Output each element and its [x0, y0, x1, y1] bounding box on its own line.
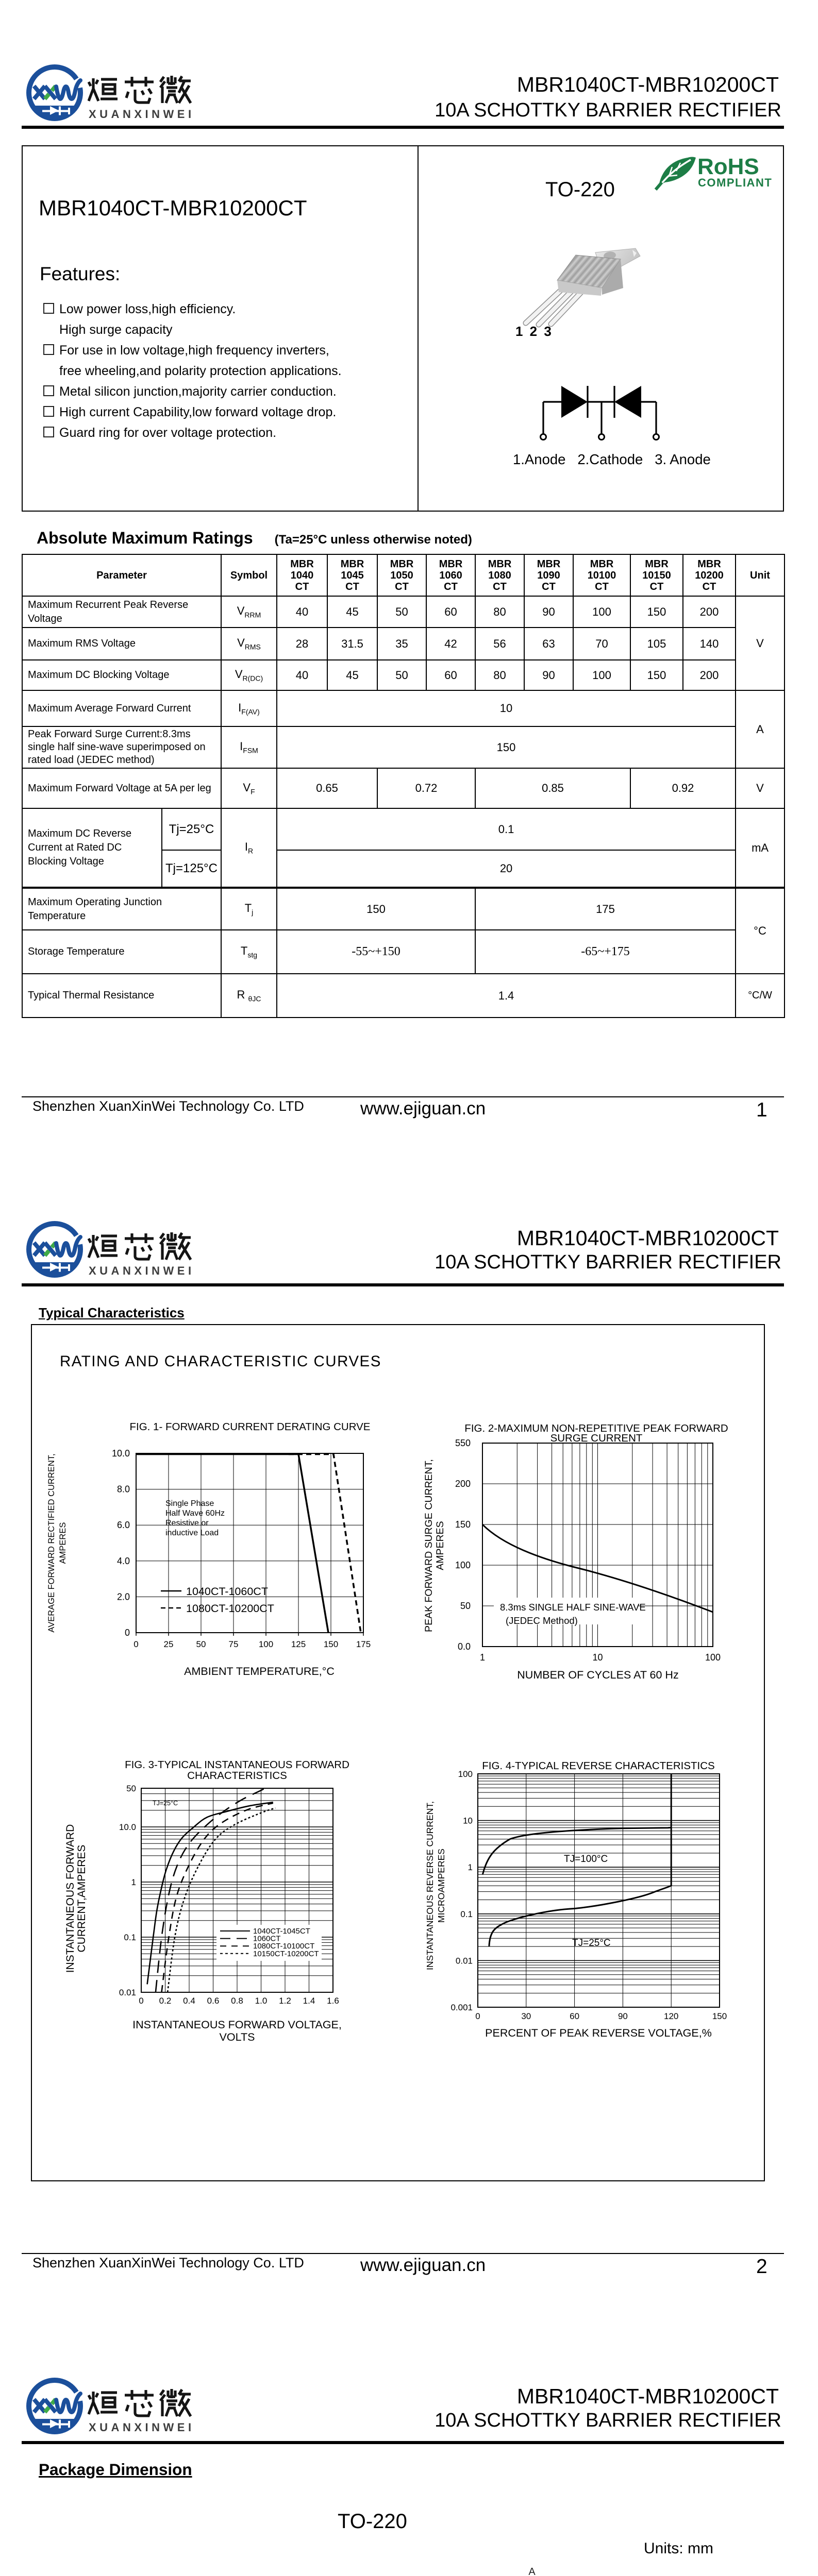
svg-text:0: 0	[475, 2011, 480, 2021]
svg-text:1.4: 1.4	[303, 1996, 315, 2006]
svg-text:120: 120	[664, 2011, 678, 2021]
svg-text:0.0: 0.0	[458, 1641, 471, 1652]
svg-text:NUMBER OF CYCLES AT 60 Hz: NUMBER OF CYCLES AT 60 Hz	[517, 1669, 678, 1681]
svg-text:COMPLIANT: COMPLIANT	[698, 176, 772, 189]
svg-text:Resistive or: Resistive or	[165, 1519, 209, 1528]
svg-text:1.2: 1.2	[279, 1996, 291, 2006]
svg-text:150: 150	[324, 1639, 338, 1649]
svg-text:100: 100	[259, 1639, 273, 1649]
svg-text:50: 50	[126, 1784, 136, 1793]
svg-text:(JEDEC Method): (JEDEC Method)	[506, 1615, 578, 1626]
svg-text:0.1: 0.1	[124, 1933, 136, 1942]
svg-text:INSTANTANEOUS FORWARD VOLTAGE,: INSTANTANEOUS FORWARD VOLTAGE,	[132, 2019, 342, 2031]
svg-text:PEAK FORWARD SURGE CURRENT,: PEAK FORWARD SURGE CURRENT,	[423, 1459, 435, 1632]
svg-text:A: A	[528, 2566, 536, 2576]
svg-text:10: 10	[592, 1652, 603, 1663]
svg-text:1040CT-1060CT: 1040CT-1060CT	[186, 1585, 268, 1598]
svg-text:INSTANTANEOUS REVERSE CURRENT,: INSTANTANEOUS REVERSE CURRENT,	[425, 1801, 435, 1970]
svg-text:FIG. 2-MAXIMUM NON-REPETITIVE: FIG. 2-MAXIMUM NON-REPETITIVE PEAK FORWA…	[464, 1422, 728, 1434]
svg-text:200: 200	[455, 1479, 471, 1489]
svg-text:PERCENT OF PEAK REVERSE VOLTAG: PERCENT OF PEAK REVERSE VOLTAGE,%	[485, 2027, 712, 2039]
svg-text:6.0: 6.0	[117, 1520, 130, 1530]
svg-text:0.01: 0.01	[456, 1956, 473, 1965]
svg-text:AVERAGE FORWARD RECTIFIED CURR: AVERAGE FORWARD RECTIFIED CURRENT,	[47, 1453, 56, 1632]
svg-text:TJ=25°C: TJ=25°C	[153, 1800, 178, 1807]
svg-text:0: 0	[125, 1628, 130, 1638]
svg-text:1.0: 1.0	[255, 1996, 268, 2006]
svg-text:75: 75	[229, 1639, 239, 1649]
svg-text:125: 125	[291, 1639, 306, 1649]
svg-text:1080CT-10200CT: 1080CT-10200CT	[186, 1602, 274, 1615]
svg-text:1040CT-1045CT: 1040CT-1045CT	[253, 1927, 310, 1936]
svg-text:1060CT: 1060CT	[253, 1935, 280, 1943]
svg-text:10.0: 10.0	[112, 1448, 130, 1459]
svg-text:FIG. 1- FORWARD CURRENT DERATI: FIG. 1- FORWARD CURRENT DERATING CURVE	[130, 1421, 371, 1433]
svg-text:10150CT-10200CT: 10150CT-10200CT	[253, 1950, 319, 1958]
svg-text:1: 1	[480, 1652, 485, 1663]
svg-text:TJ=25°C: TJ=25°C	[572, 1938, 611, 1948]
svg-text:SURGE CURRENT: SURGE CURRENT	[550, 1432, 643, 1444]
svg-text:0.8: 0.8	[231, 1996, 243, 2006]
svg-text:VOLTS: VOLTS	[220, 2031, 255, 2043]
svg-text:AMPERES: AMPERES	[435, 1521, 446, 1570]
svg-text:8.3ms SINGLE HALF SINE-WAVE: 8.3ms SINGLE HALF SINE-WAVE	[500, 1602, 646, 1613]
svg-text:60: 60	[570, 2011, 579, 2021]
svg-text:0.6: 0.6	[207, 1996, 220, 2006]
svg-text:10: 10	[463, 1816, 473, 1826]
svg-text:0.001: 0.001	[450, 2003, 473, 2012]
svg-text:0.01: 0.01	[119, 1988, 136, 1997]
svg-text:150: 150	[712, 2011, 727, 2021]
svg-text:Single Phase: Single Phase	[165, 1499, 214, 1508]
svg-text:TJ=100°C: TJ=100°C	[564, 1854, 608, 1865]
svg-text:50: 50	[460, 1601, 471, 1611]
svg-text:100: 100	[458, 1769, 473, 1779]
svg-text:CHARACTERISTICS: CHARACTERISTICS	[187, 1770, 287, 1782]
svg-text:0: 0	[139, 1996, 143, 2006]
svg-text:AMBIENT TEMPERATURE,°C: AMBIENT TEMPERATURE,°C	[184, 1665, 335, 1677]
svg-text:25: 25	[164, 1639, 174, 1649]
svg-text:1.6: 1.6	[327, 1996, 339, 2006]
svg-text:30: 30	[521, 2011, 531, 2021]
svg-text:0.1: 0.1	[460, 1909, 473, 1919]
svg-text:1: 1	[468, 1862, 473, 1872]
svg-text:0.2: 0.2	[159, 1996, 172, 2006]
svg-text:FIG. 4-TYPICAL REVERSE CHARACT: FIG. 4-TYPICAL REVERSE CHARACTERISTICS	[482, 1760, 714, 1772]
svg-text:100: 100	[455, 1560, 471, 1570]
svg-text:CURRENT,AMPERES: CURRENT,AMPERES	[76, 1845, 88, 1953]
svg-text:inductive Load: inductive Load	[165, 1529, 219, 1537]
svg-text:50: 50	[196, 1639, 206, 1649]
svg-text:150: 150	[455, 1519, 471, 1530]
svg-text:550: 550	[455, 1438, 471, 1448]
svg-text:MICROAMPERES: MICROAMPERES	[436, 1849, 446, 1923]
svg-text:2.0: 2.0	[117, 1591, 130, 1602]
svg-text:AMPERES: AMPERES	[58, 1522, 68, 1564]
svg-text:8.0: 8.0	[117, 1484, 130, 1495]
svg-text:1: 1	[131, 1877, 136, 1887]
svg-text:100: 100	[705, 1652, 721, 1663]
svg-text:Half Wave 60Hz: Half Wave 60Hz	[165, 1509, 225, 1518]
svg-text:10.0: 10.0	[119, 1822, 136, 1832]
svg-text:0: 0	[133, 1639, 138, 1649]
svg-text:0.4: 0.4	[183, 1996, 195, 2006]
svg-text:90: 90	[618, 2011, 628, 2021]
svg-text:FIG. 3-TYPICAL INSTANTANEOUS F: FIG. 3-TYPICAL INSTANTANEOUS FORWARD	[125, 1759, 349, 1771]
svg-text:RoHS: RoHS	[697, 154, 759, 179]
svg-text:INSTANTANEOUS FORWARD: INSTANTANEOUS FORWARD	[64, 1824, 76, 1973]
svg-text:175: 175	[356, 1639, 371, 1649]
svg-text:4.0: 4.0	[117, 1556, 130, 1566]
svg-text:1080CT-10100CT: 1080CT-10100CT	[253, 1942, 314, 1951]
